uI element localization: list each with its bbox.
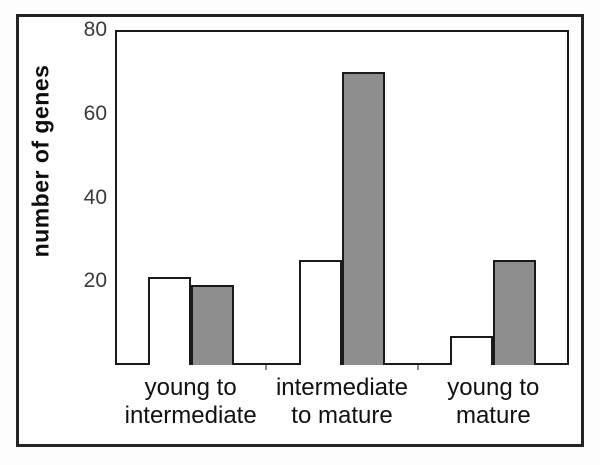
y-tick-label-20: 20	[83, 269, 107, 293]
y-tick-label-60: 60	[83, 101, 107, 125]
bar-series-2-gray-3	[493, 260, 537, 365]
x-category-label-line: mature	[455, 402, 531, 429]
x-category-label-2: intermediate to mature	[247, 374, 437, 430]
x-category-label-3: young to mature	[398, 374, 588, 430]
bar-series-2-gray-1	[190, 285, 234, 365]
bar-series-1-white-3	[450, 335, 494, 365]
bar-series-1-white-1	[147, 277, 191, 365]
x-category-label-line: intermediate	[275, 374, 409, 401]
x-minor-tick-1	[265, 365, 268, 370]
x-category-label-1: young to intermediate	[96, 374, 286, 430]
bar-series-2-gray-2	[342, 71, 385, 365]
x-category-label-line: young to	[447, 374, 540, 401]
y-tick-label-80: 80	[83, 18, 107, 41]
bar-series-1-white-2	[299, 260, 342, 365]
x-category-label-line: to mature	[291, 402, 393, 429]
y-tick-label-40: 40	[83, 185, 107, 209]
x-category-label-line: young to	[144, 374, 237, 401]
x-category-label-line: intermediate	[124, 402, 257, 429]
x-minor-tick-2	[416, 365, 419, 370]
y-axis-title: number of genes	[27, 64, 54, 258]
